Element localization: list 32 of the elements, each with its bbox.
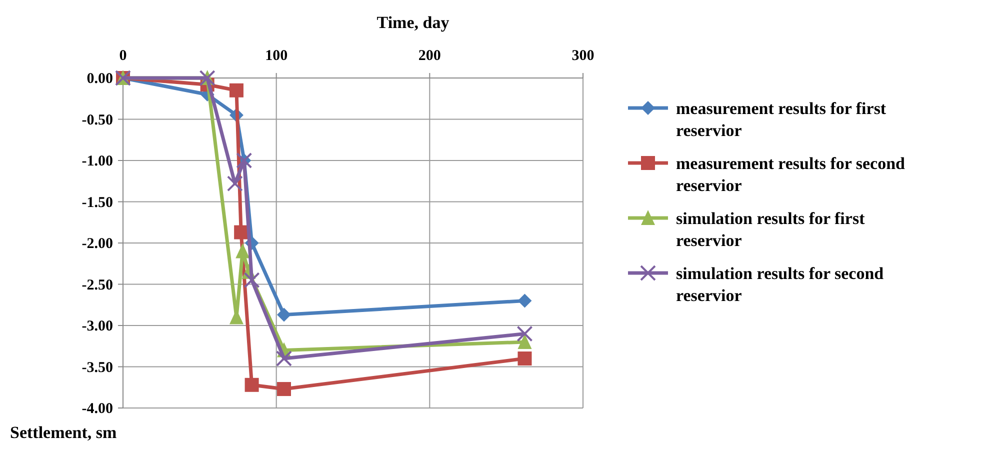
y-tick-label: 0.00 [86,71,113,87]
x-tick-label: 300 [572,48,594,64]
y-axis-title: Settlement, sm [10,423,117,442]
point [226,176,243,192]
x-axis-title: Time, day [376,13,450,32]
point [229,83,244,98]
legend-label: simulation results for first reservior [676,209,866,250]
legend-label: measurement results for second reservior [676,154,906,195]
y-tick-label: -0.50 [82,112,113,128]
y-tick-label: -3.00 [82,318,113,334]
point [276,350,292,366]
point [518,334,532,349]
x-tick-label: 100 [265,48,288,64]
y-tick-label: -2.50 [82,277,113,294]
legend-label: measurement results for first reservior [676,99,886,140]
y-tick-label: -3.50 [82,360,113,376]
point [516,326,533,342]
point [234,225,248,240]
point [518,352,532,366]
point [277,382,291,396]
y-tick-label: -4.00 [82,401,113,417]
y-tick-label: -1.50 [82,194,113,211]
point [236,243,250,258]
point [518,294,532,308]
y-tick-label: -2.00 [82,236,113,252]
x-tick-label: 200 [418,48,441,64]
point [277,308,291,322]
point [244,378,259,392]
x-tick-label: 0 [119,48,127,64]
y-tick-label: -1.00 [82,154,113,170]
legend-label: simulation results for second reservior [676,264,884,305]
point [244,272,260,288]
